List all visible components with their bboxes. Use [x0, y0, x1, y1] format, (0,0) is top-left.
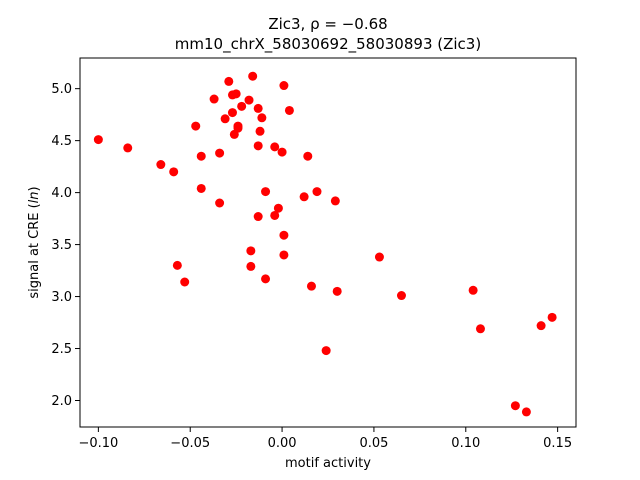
data-point-11 [215, 148, 225, 158]
y-tick-label-3: 3.0 [51, 290, 72, 305]
data-point-32 [261, 274, 271, 284]
data-point-20 [233, 123, 243, 133]
data-point-43 [306, 281, 316, 291]
data-point-36 [277, 147, 287, 157]
data-point-7 [191, 121, 201, 131]
data-point-2 [123, 143, 133, 153]
data-point-44 [312, 187, 322, 197]
data-point-5 [172, 260, 182, 270]
data-point-35 [273, 203, 283, 213]
data-point-54 [536, 321, 546, 331]
data-point-37 [279, 81, 289, 91]
data-point-26 [253, 103, 263, 113]
chart-title-line1: Zic3, ρ = −0.68 [268, 15, 387, 33]
data-point-48 [374, 252, 384, 262]
x-axis-ticks: −0.10 −0.05 0.00 0.05 0.10 0.15 [78, 427, 572, 451]
data-point-38 [279, 230, 289, 240]
data-point-41 [299, 192, 309, 202]
data-point-46 [330, 196, 340, 206]
plot-frame [79, 57, 577, 428]
x-tick-label-2: −0.05 [170, 436, 210, 451]
data-point-23 [246, 246, 256, 256]
y-tick-label-1: 2.0 [51, 394, 72, 409]
data-point-21 [237, 101, 247, 111]
y-tick-label-7: 5.0 [51, 82, 72, 97]
x-axis-label: motif activity [285, 456, 371, 471]
data-point-33 [270, 142, 280, 152]
data-point-39 [279, 250, 289, 260]
y-axis-label-suffix: ) [27, 186, 42, 191]
y-axis-label: signal at CRE (ln) [27, 186, 42, 298]
y-tick-label-6: 4.5 [51, 134, 72, 149]
data-point-40 [284, 105, 294, 115]
data-point-25 [248, 71, 258, 81]
data-point-31 [261, 187, 271, 197]
data-point-55 [547, 312, 557, 322]
x-tick-label-6: 0.15 [543, 436, 572, 451]
data-point-30 [257, 113, 267, 123]
data-point-14 [224, 76, 234, 86]
data-point-42 [303, 151, 313, 161]
data-point-50 [468, 285, 478, 295]
data-point-24 [246, 261, 256, 271]
data-point-52 [510, 401, 520, 411]
chart-title-line2: mm10_chrX_58030692_58030893 (Zic3) [175, 35, 481, 54]
y-axis-ticks: 2.0 2.5 3.0 3.5 4.0 4.5 5.0 [51, 82, 80, 409]
data-point-13 [220, 114, 230, 124]
y-tick-label-2: 2.5 [51, 342, 72, 357]
x-tick-label-4: 0.05 [359, 436, 388, 451]
data-point-45 [321, 346, 331, 356]
data-point-9 [196, 183, 206, 193]
data-point-49 [396, 291, 406, 301]
data-point-4 [169, 167, 179, 177]
y-tick-label-5: 4.0 [51, 186, 72, 201]
data-point-16 [227, 108, 237, 118]
data-point-47 [332, 286, 342, 296]
data-point-10 [209, 94, 219, 104]
y-tick-label-4: 3.5 [51, 238, 72, 253]
data-point-3 [156, 160, 166, 170]
y-axis-label-prefix: signal at CRE ( [27, 203, 42, 298]
data-point-18 [231, 89, 241, 99]
data-point-12 [215, 198, 225, 208]
scatter-points [93, 71, 557, 417]
data-point-6 [180, 277, 190, 287]
data-point-34 [270, 210, 280, 220]
x-tick-label-3: 0.00 [268, 436, 297, 451]
data-point-29 [255, 126, 265, 136]
data-point-22 [244, 95, 254, 105]
x-tick-label-1: −0.10 [78, 436, 118, 451]
data-point-27 [253, 141, 263, 151]
data-point-8 [196, 151, 206, 161]
y-axis-label-italic: ln [27, 191, 42, 203]
data-point-53 [521, 407, 531, 417]
data-point-51 [475, 324, 485, 334]
x-tick-label-5: 0.10 [451, 436, 480, 451]
data-point-28 [253, 212, 263, 222]
data-point-1 [93, 135, 103, 145]
